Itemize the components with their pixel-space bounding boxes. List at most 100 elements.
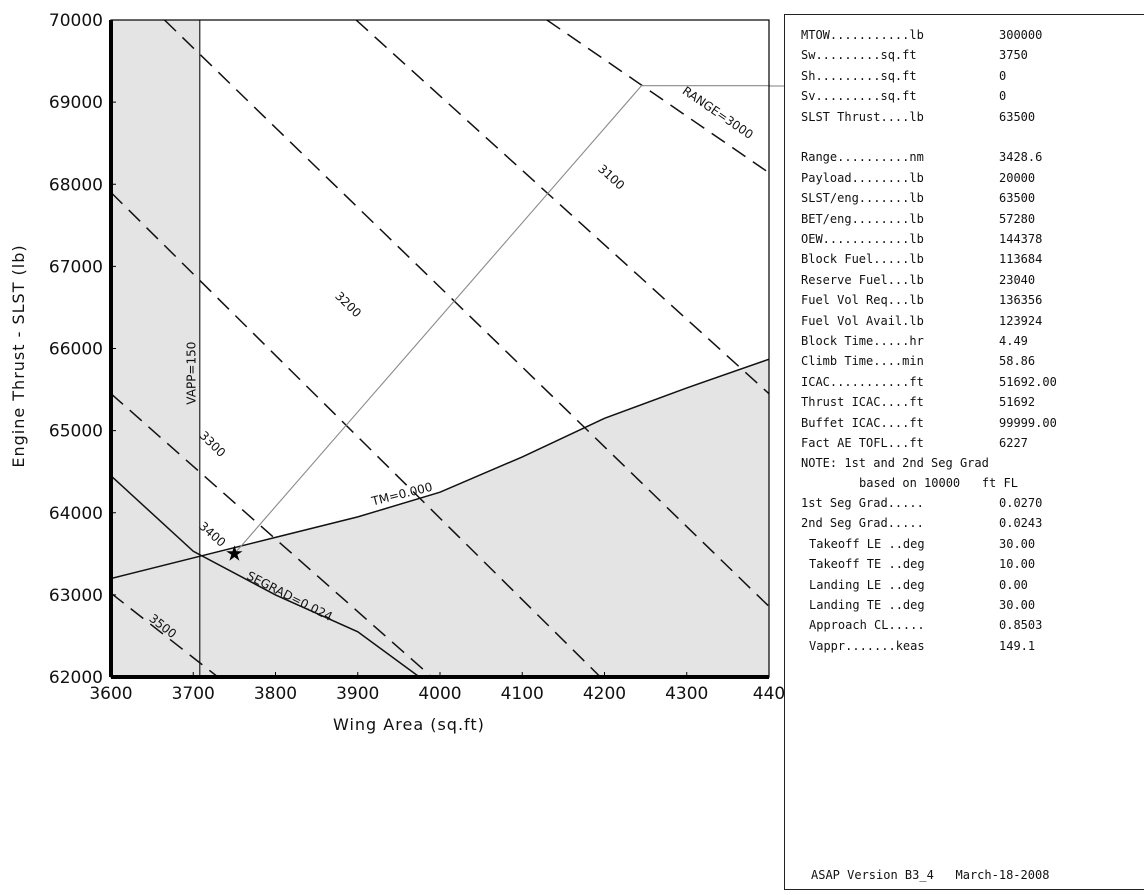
vapp-line-label: VAPP=150 (185, 342, 199, 405)
design-point-star (226, 545, 243, 561)
info-row: Range..........nm 3428.6 (785, 147, 1141, 167)
design-summary-panel: MTOW...........lb 300000 Sw.........sq.ft 3… (784, 14, 1144, 890)
info-label: SLST Thrust....lb (801, 109, 924, 124)
y-tick-label: 65000 (49, 422, 103, 442)
info-label: Climb Time....min (801, 354, 924, 369)
info-label: OEW............lb (801, 232, 924, 246)
info-value: 0.0270 (999, 496, 1043, 510)
info-row: Climb Time....min 58.86 (785, 351, 1141, 371)
seg-grad-note: NOTE: 1st and 2nd Seg Grad (801, 456, 989, 470)
info-value: 136356 (999, 293, 1043, 308)
info-row: BET/eng........lb 57280 (785, 209, 1141, 229)
range-contour-3300 (111, 191, 601, 677)
info-value: 10.00 (999, 557, 1036, 572)
info-row: SLST Thrust....lb 63500 (785, 107, 1141, 127)
range-contour-label-3300: 3300 (197, 428, 229, 459)
y-tick-label: 70000 (49, 11, 103, 31)
y-tick-label: 63000 (49, 586, 103, 606)
y-tick-label: 67000 (49, 257, 103, 277)
info-row: Sw.........sq.ft 3750 (785, 45, 1141, 65)
info-value: 149.1 (999, 638, 1036, 653)
info-label: Takeoff TE ..deg (809, 557, 925, 572)
x-axis-label: Wing Area (sq.ft) (333, 715, 485, 734)
info-value: 0.00 (999, 577, 1028, 592)
info-value: 0.0243 (999, 516, 1043, 531)
info-row: OEW............lb 144378 (785, 229, 1141, 249)
x-tick-label: 3600 (89, 684, 132, 704)
info-value: 20000 (999, 170, 1036, 185)
segrad-constraint-line (111, 475, 420, 677)
range-contour-3000 (546, 20, 769, 174)
range-contour-label-3200: 3200 (332, 289, 364, 320)
info-label: Payload........lb (801, 170, 924, 185)
range-contour-3100 (355, 20, 769, 395)
info-label: Approach CL..... (809, 618, 925, 633)
info-label: Range..........nm (801, 150, 924, 165)
info-value: 30.00 (999, 536, 1036, 551)
info-label: 1st Seg Grad..... (801, 496, 924, 510)
info-value: 0 (999, 68, 1007, 83)
info-label: Vappr.......keas (809, 638, 925, 653)
info-label: Fact AE TOFL...ft (801, 436, 924, 450)
info-value: 123924 (999, 313, 1043, 328)
range-contour-3200 (163, 20, 769, 607)
info-label: Buffet ICAC....ft (801, 415, 924, 430)
x-tick-label: 4000 (418, 684, 461, 704)
info-row: Takeoff TE ..deg 10.00 (785, 554, 1141, 574)
info-label: BET/eng........lb (801, 211, 924, 226)
info-label: Fuel Vol Avail.lb (801, 313, 924, 328)
x-tick-label: 3800 (254, 684, 297, 704)
y-tick-label: 69000 (49, 93, 103, 113)
info-value: 63500 (999, 109, 1036, 124)
info-label: Block Fuel.....lb (801, 252, 924, 267)
info-value: 144378 (999, 232, 1043, 246)
info-label: Sh.........sq.ft (801, 68, 917, 83)
info-row: Landing LE ..deg 0.00 (785, 575, 1141, 595)
info-label: Fuel Vol Req...lb (801, 293, 924, 308)
info-row: 1st Seg Grad..... 0.0270 (785, 493, 1141, 513)
info-row: MTOW...........lb 300000 (785, 25, 1141, 45)
x-tick-label: 4300 (665, 684, 708, 704)
info-value: 4.49 (999, 334, 1028, 348)
info-label: Sv.........sq.ft (801, 89, 917, 104)
info-row: Buffet ICAC....ft 99999.00 (785, 413, 1141, 433)
info-row: Takeoff LE ..deg 30.00 (785, 534, 1141, 554)
axis-ticks: 3600 3700 3800 3900 4000 4100 4200 4300 440 62000… (49, 11, 784, 704)
info-row: Fuel Vol Req...lb 136356 (785, 290, 1141, 310)
x-tick-label: 3900 (336, 684, 379, 704)
constraint-lines (111, 20, 769, 677)
info-value: 6227 (999, 436, 1028, 450)
version-footer: ASAP Version B3_4 March-18-2008 (811, 868, 1050, 882)
info-row: Vappr.......keas 149.1 (785, 636, 1141, 656)
info-value: 51692.00 (999, 374, 1057, 389)
info-row: Reserve Fuel...lb 23040 (785, 270, 1141, 290)
y-tick-label: 68000 (49, 175, 103, 195)
info-value: 0 (999, 89, 1007, 104)
x-tick-label: 4200 (583, 684, 626, 704)
info-value: 57280 (999, 211, 1036, 226)
info-row: Block Fuel.....lb 113684 (785, 249, 1141, 269)
info-label: Landing TE ..deg (809, 598, 925, 612)
info-row: Sv.........sq.ft 0 (785, 86, 1141, 106)
info-value: 58.86 (999, 354, 1036, 369)
y-axis-label: Engine Thrust - SLST (lb) (9, 244, 28, 467)
info-row: Payload........lb 20000 (785, 168, 1141, 188)
y-tick-label: 66000 (49, 340, 103, 360)
x-tick-label: 3700 (172, 684, 215, 704)
info-row: Thrust ICAC....ft 51692 (785, 392, 1141, 412)
info-row: Sh.........sq.ft 0 (785, 66, 1141, 86)
info-label: Takeoff LE ..deg (809, 536, 925, 551)
x-tick-label: 440 (753, 684, 784, 704)
info-label: SLST/eng.......lb (801, 191, 924, 206)
info-label: Block Time.....hr (801, 334, 924, 348)
info-value: 51692 (999, 395, 1036, 410)
info-row: Block Time.....hr 4.49 (785, 331, 1141, 351)
info-value: 23040 (999, 272, 1036, 287)
info-label: Reserve Fuel...lb (801, 272, 924, 287)
range-contour-label-3000: RANGE=3000 (680, 84, 756, 142)
tm-constraint-line (111, 358, 769, 580)
info-row: Fact AE TOFL...ft 6227 (785, 433, 1141, 453)
info-label: 2nd Seg Grad..... (801, 516, 924, 531)
range-contour-label-3400: 3400 (196, 519, 228, 550)
info-label: Landing LE ..deg (809, 577, 925, 592)
